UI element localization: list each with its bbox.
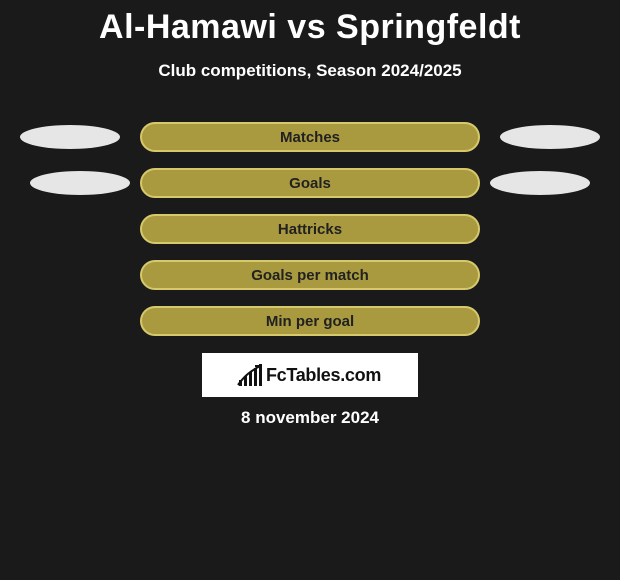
right-value-ellipse [490,171,590,195]
logo-bars-icon [239,364,262,386]
metric-pill: Hattricks [140,214,480,244]
metric-pill: Goals [140,168,480,198]
metric-row: Goals [0,154,620,200]
left-value-ellipse [30,171,130,195]
left-value-ellipse [20,125,120,149]
logo-text: FcTables.com [266,365,381,386]
metric-rows: Matches Goals Hattricks Goals per match Min … [0,108,620,338]
comparison-card: Al-Hamawi vs Springfeldt Club competitio… [0,0,620,580]
page-title: Al-Hamawi vs Springfeldt [0,0,620,47]
metric-pill: Goals per match [140,260,480,290]
metric-row: Min per goal [0,292,620,338]
metric-label: Min per goal [266,313,354,330]
fctables-logo[interactable]: FcTables.com [202,353,418,397]
metric-label: Hattricks [278,221,342,238]
subtitle: Club competitions, Season 2024/2025 [0,61,620,81]
metric-label: Matches [280,129,340,146]
metric-row: Goals per match [0,246,620,292]
logo-inner: FcTables.com [239,364,381,386]
metric-row: Hattricks [0,200,620,246]
metric-pill: Matches [140,122,480,152]
date-label: 8 november 2024 [0,408,620,428]
metric-label: Goals per match [251,267,369,284]
metric-pill: Min per goal [140,306,480,336]
metric-label: Goals [289,175,331,192]
right-value-ellipse [500,125,600,149]
metric-row: Matches [0,108,620,154]
